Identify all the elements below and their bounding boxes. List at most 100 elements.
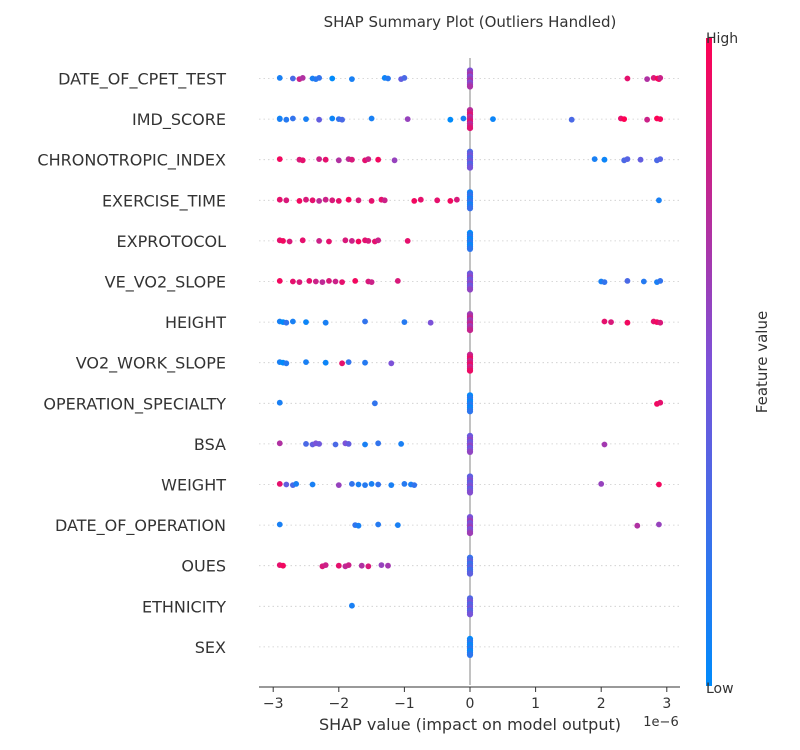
shap-point bbox=[598, 481, 605, 487]
shap-point bbox=[303, 441, 309, 447]
shap-point bbox=[355, 238, 362, 245]
shap-point bbox=[276, 75, 283, 81]
shap-point bbox=[326, 278, 332, 284]
shap-point bbox=[342, 237, 349, 244]
shap-point bbox=[349, 156, 355, 163]
shap-point bbox=[490, 116, 496, 122]
shap-point bbox=[608, 319, 614, 325]
shap-point bbox=[322, 196, 329, 203]
shap-point bbox=[345, 441, 352, 447]
shap-point bbox=[447, 116, 454, 123]
x-axis-label: SHAP value (impact on model output) bbox=[319, 715, 621, 734]
shap-point bbox=[283, 319, 290, 326]
shap-point bbox=[303, 116, 309, 122]
shap-point bbox=[283, 360, 290, 367]
shap-point bbox=[309, 197, 316, 204]
shap-point bbox=[316, 156, 323, 163]
shap-point bbox=[601, 279, 608, 285]
shap-point bbox=[365, 156, 372, 163]
shap-point bbox=[401, 319, 408, 325]
colorbar bbox=[706, 38, 712, 686]
feature-label: EXPROTOCOL bbox=[117, 232, 227, 251]
shap-point bbox=[276, 156, 283, 163]
feature-label: DATE_OF_CPET_TEST bbox=[58, 70, 226, 90]
shap-point bbox=[276, 278, 283, 284]
shap-point bbox=[322, 359, 329, 366]
shap-point bbox=[352, 278, 359, 284]
feature-label: ETHNICITY bbox=[142, 597, 226, 616]
shap-point bbox=[303, 319, 309, 325]
shap-point bbox=[299, 237, 306, 244]
feature-label: WEIGHT bbox=[161, 476, 226, 495]
shap-point bbox=[280, 562, 286, 569]
shap-point bbox=[591, 156, 598, 163]
shap-point bbox=[375, 481, 382, 488]
shap-point bbox=[657, 278, 664, 284]
shap-point-cluster bbox=[466, 448, 474, 455]
shap-point-cluster bbox=[466, 83, 474, 90]
shap-point bbox=[316, 238, 323, 244]
shap-point bbox=[332, 278, 339, 285]
shap-point bbox=[283, 481, 290, 488]
shap-point bbox=[349, 481, 355, 487]
shap-point bbox=[332, 441, 339, 448]
colorbar-label: Feature value bbox=[753, 311, 771, 413]
shap-point bbox=[329, 115, 336, 122]
shap-point bbox=[283, 116, 290, 123]
shap-point bbox=[316, 198, 323, 204]
shap-point bbox=[355, 481, 362, 488]
shap-point bbox=[296, 279, 303, 285]
shap-point bbox=[303, 359, 309, 365]
shap-point bbox=[657, 319, 664, 326]
shap-point bbox=[381, 197, 388, 204]
shap-point bbox=[404, 116, 411, 122]
shap-point bbox=[289, 75, 296, 82]
feature-label: VE_VO2_SLOPE bbox=[105, 273, 226, 293]
shap-point bbox=[309, 481, 316, 488]
shap-point-cluster bbox=[466, 327, 474, 334]
shap-point bbox=[335, 562, 342, 569]
shap-point bbox=[368, 115, 375, 122]
feature-label: DATE_OF_OPERATION bbox=[55, 516, 226, 536]
shap-point-cluster bbox=[466, 611, 474, 618]
shap-point bbox=[326, 238, 332, 245]
shap-point bbox=[375, 237, 382, 244]
shap-point-cluster bbox=[466, 367, 474, 374]
shap-point bbox=[329, 197, 336, 204]
shap-point bbox=[339, 279, 345, 285]
shap-point bbox=[299, 157, 306, 164]
shap-point bbox=[644, 116, 651, 123]
shap-point bbox=[657, 399, 664, 406]
shap-point bbox=[634, 522, 641, 529]
chart-title: SHAP Summary Plot (Outliers Handled) bbox=[324, 13, 617, 31]
shap-point bbox=[411, 198, 418, 204]
shap-point bbox=[276, 521, 283, 528]
shap-point bbox=[656, 197, 662, 204]
shap-point bbox=[339, 360, 345, 367]
shap-point bbox=[345, 196, 352, 203]
shap-point bbox=[656, 521, 662, 528]
x-axis-ticks: −3 −2 −1 0 1 2 3 bbox=[263, 687, 671, 712]
shap-point bbox=[306, 278, 313, 284]
shap-point bbox=[601, 441, 608, 448]
x-tick-label: −2 bbox=[328, 696, 349, 712]
shap-point bbox=[394, 278, 401, 284]
shap-point bbox=[293, 481, 300, 487]
shap-point bbox=[283, 197, 290, 204]
shap-point bbox=[375, 156, 382, 163]
shap-point bbox=[362, 359, 368, 366]
shap-point bbox=[362, 441, 368, 448]
shap-point bbox=[411, 482, 418, 488]
shap-point bbox=[355, 197, 362, 204]
shap-point bbox=[371, 400, 378, 407]
feature-label: EXERCISE_TIME bbox=[102, 191, 226, 211]
feature-label: IMD_SCORE bbox=[132, 110, 226, 130]
feature-label: BSA bbox=[194, 435, 226, 454]
colorbar-low-label: Low bbox=[706, 681, 734, 697]
shap-point bbox=[394, 522, 401, 528]
shap-point bbox=[657, 75, 664, 81]
shap-point bbox=[349, 602, 355, 609]
shap-point bbox=[286, 238, 293, 245]
shap-point bbox=[339, 116, 345, 123]
shap-point bbox=[385, 562, 391, 569]
